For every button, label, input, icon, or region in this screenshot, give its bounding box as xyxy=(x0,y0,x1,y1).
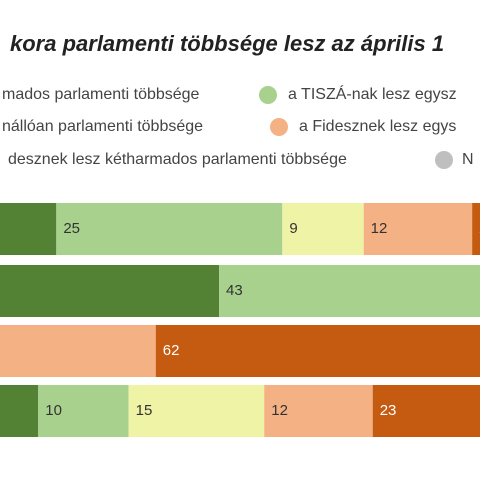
bar-segment xyxy=(0,203,57,255)
value-label: 43 xyxy=(226,282,243,299)
bar-segment xyxy=(0,385,39,437)
value-label: 12 xyxy=(371,220,388,237)
bar-segment xyxy=(155,325,480,377)
legend-label: a TISZÁ-nak lesz egysz xyxy=(288,84,457,103)
value-label: 62 xyxy=(163,342,180,359)
legend-label: a Fidesznek lesz egys xyxy=(299,118,456,135)
bar-segment xyxy=(372,385,480,437)
legend-marker xyxy=(435,151,453,169)
chart-title: kora parlamenti többsége lesz az április… xyxy=(10,31,444,56)
legend-label: mados parlamenti többsége xyxy=(2,86,200,103)
legend-label: desznek lesz kétharmados parlamenti több… xyxy=(8,151,347,168)
legend-label: N xyxy=(462,151,474,168)
bar-segment xyxy=(128,385,265,437)
value-label: 23 xyxy=(380,402,397,419)
bar-segment xyxy=(282,203,364,255)
legend-marker xyxy=(259,86,277,104)
value-label: 10 xyxy=(45,402,62,419)
bar-segment xyxy=(0,265,220,317)
legend-marker xyxy=(270,118,288,136)
bar-segment xyxy=(363,203,473,255)
value-label: 12 xyxy=(271,402,288,419)
legend-label: nállóan parlamenti többsége xyxy=(2,118,203,135)
bar-segment xyxy=(0,325,156,377)
bar-segment xyxy=(472,203,480,255)
bar-segment xyxy=(219,265,480,317)
value-label: 15 xyxy=(136,402,153,419)
value-label: 25 xyxy=(63,220,80,237)
value-label: 9 xyxy=(289,220,297,237)
bar-segment xyxy=(264,385,373,437)
bar-segment xyxy=(38,385,129,437)
bar-segment xyxy=(56,203,283,255)
